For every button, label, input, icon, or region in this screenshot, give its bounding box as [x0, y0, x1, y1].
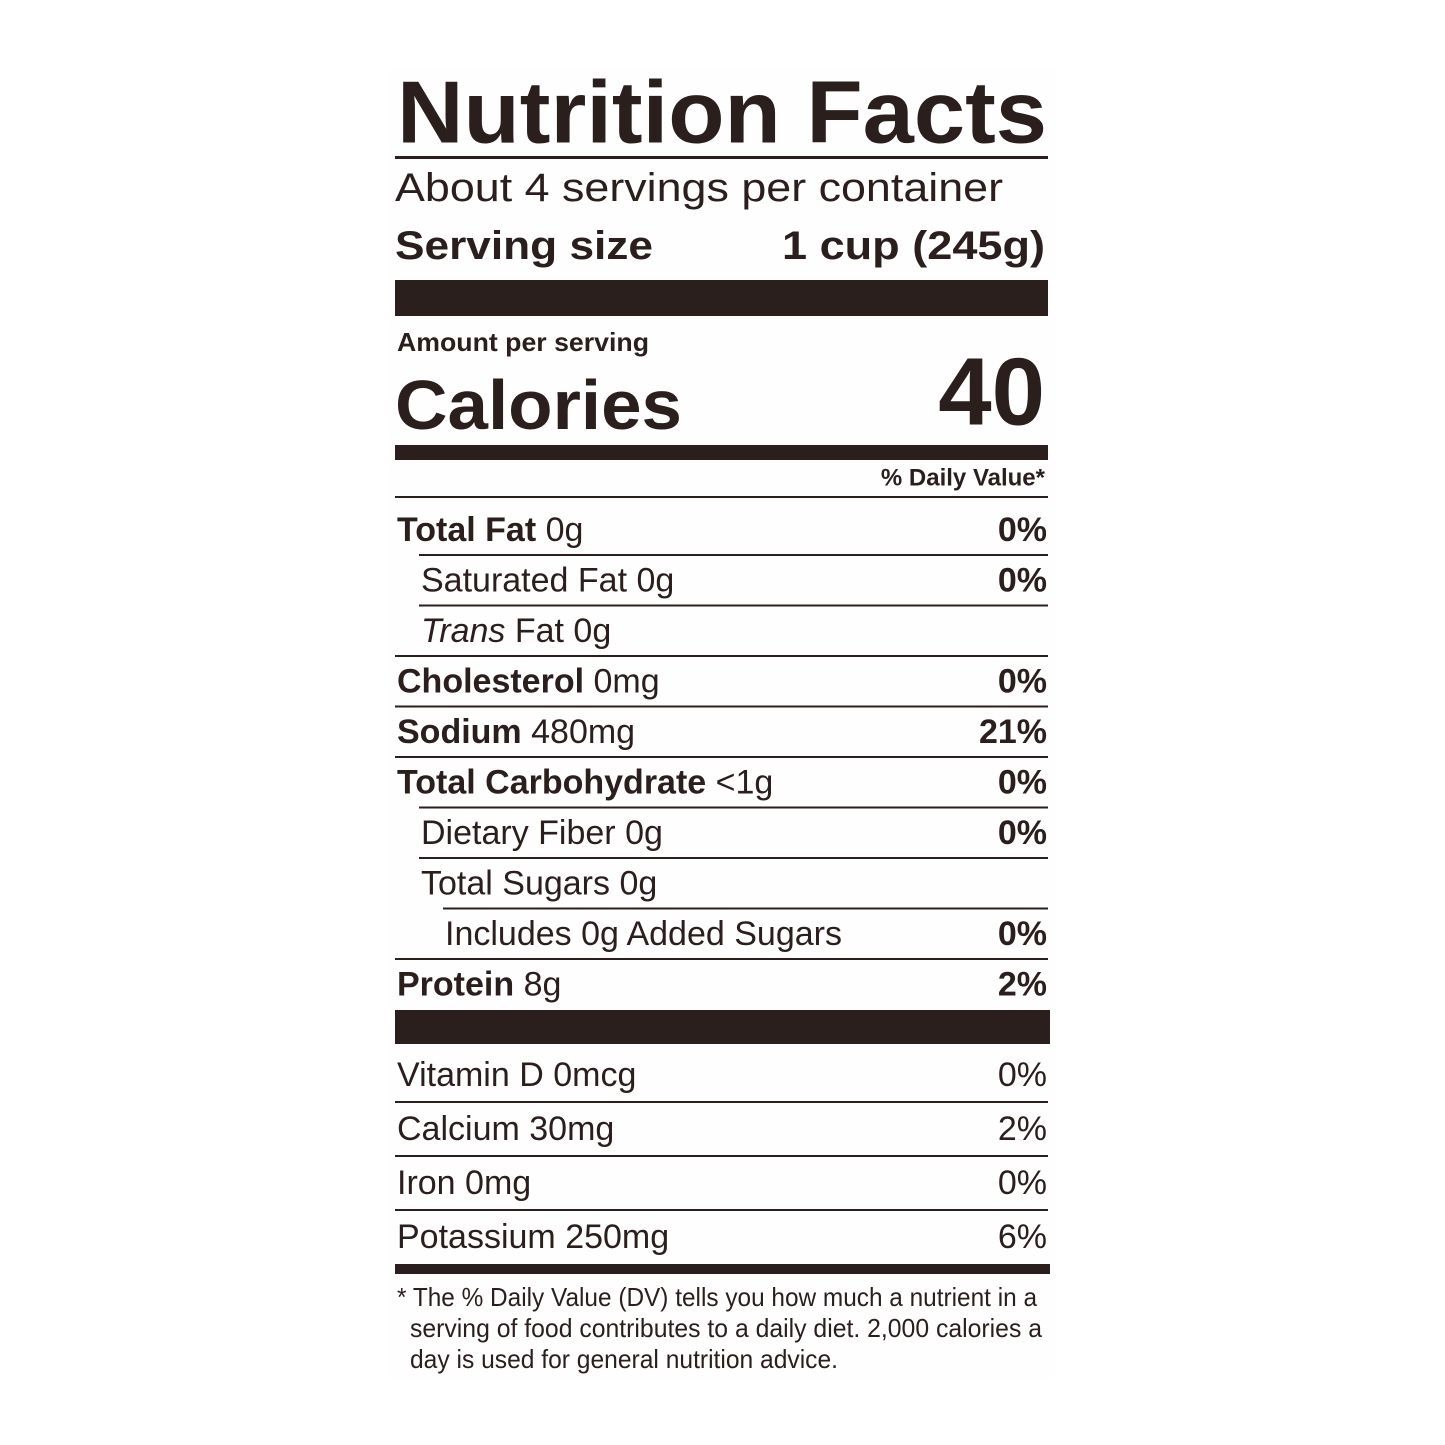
- thick-bar: [395, 1010, 1050, 1044]
- title: Nutrition Facts: [397, 63, 1047, 162]
- calories-label: Calories: [395, 366, 682, 444]
- rule: [395, 705, 1048, 708]
- rule: [395, 1209, 1048, 1211]
- footnote-line: day is used for general nutrition advice…: [410, 1344, 838, 1374]
- rule: [395, 958, 1048, 960]
- serving-size-label: Serving size: [395, 224, 653, 268]
- nutrient-name-italic: Trans: [421, 612, 505, 650]
- nutrient-row: Total Fat 0g: [397, 511, 583, 549]
- daily-value: 2%: [998, 966, 1047, 1004]
- thick-bar: [395, 280, 1048, 316]
- rule: [395, 1155, 1048, 1157]
- nutrient-row: Saturated Fat 0g: [421, 562, 674, 600]
- rule: [395, 655, 1048, 657]
- nutrient-amount: 0g: [625, 814, 663, 852]
- nutrient-amount: 0mg: [465, 1164, 531, 1202]
- nutrient-row: Trans Fat 0g: [421, 612, 611, 650]
- nutrient-name: Iron: [397, 1164, 456, 1202]
- nutrient-name: Cholesterol: [397, 663, 584, 701]
- amount-per-serving: Amount per serving: [397, 327, 649, 357]
- nutrient-name: Saturated Fat: [421, 562, 628, 600]
- daily-value: 0%: [998, 1056, 1047, 1094]
- nutrient-name: Dietary Fiber: [421, 814, 616, 852]
- nutrient-name: Fat: [515, 612, 565, 650]
- nutrient-amount: 250mg: [565, 1218, 669, 1256]
- nutrient-name: Calcium: [397, 1110, 520, 1148]
- nutrient-name: Total Carbohydrate: [397, 764, 706, 802]
- nutrient-row: Total Sugars 0g: [421, 865, 657, 903]
- calories-value: 40: [938, 339, 1045, 446]
- servings-per-container: About 4 servings per container: [395, 166, 1003, 210]
- rule: [395, 756, 1048, 758]
- nutrient-row: Cholesterol 0mg: [397, 663, 660, 701]
- nutrient-amount: 480mg: [531, 713, 635, 751]
- nutrient-row: Calcium 30mg: [397, 1110, 614, 1148]
- nutrient-row: Dietary Fiber 0g: [421, 814, 663, 852]
- daily-value: 0%: [998, 915, 1047, 953]
- nutrient-amount: 0g: [619, 865, 657, 903]
- daily-value: 2%: [998, 1110, 1047, 1148]
- nutrient-row: Potassium 250mg: [397, 1218, 669, 1256]
- nutrient-amount: 0g: [636, 562, 674, 600]
- rule: [419, 806, 1048, 809]
- daily-value: 0%: [998, 1164, 1047, 1202]
- daily-value: 0%: [998, 511, 1047, 549]
- daily-value: 0%: [998, 663, 1047, 701]
- nutrient-row: Protein 8g: [397, 966, 561, 1004]
- nutrient-amount: 0g: [573, 612, 611, 650]
- medium-bar: [395, 1264, 1050, 1274]
- nutrient-amount: 0mcg: [553, 1056, 636, 1094]
- rule: [419, 857, 1048, 859]
- nutrient-row: Iron 0mg: [397, 1164, 531, 1202]
- rule: [419, 554, 1048, 556]
- daily-value: 21%: [979, 713, 1047, 751]
- nutrient-name: Vitamin D: [397, 1056, 544, 1094]
- nutrient-name: Protein: [397, 966, 514, 1004]
- nutrient-amount: 0g: [546, 511, 584, 549]
- serving-size-value: 1 cup (245g): [782, 224, 1045, 268]
- nutrient-row: Total Carbohydrate <1g: [397, 764, 773, 802]
- rule: [395, 496, 1048, 498]
- daily-value: 6%: [998, 1218, 1047, 1256]
- nutrient-name: Total Sugars: [421, 865, 610, 903]
- nutrient-amount: 0mg: [594, 663, 660, 701]
- rule: [395, 1101, 1048, 1103]
- daily-value: 0%: [998, 814, 1047, 852]
- rule: [443, 907, 1048, 910]
- daily-value: 0%: [998, 764, 1047, 802]
- daily-value-header: % Daily Value*: [881, 465, 1046, 492]
- nutrient-name: Total Fat: [397, 511, 536, 549]
- nutrient-row: Sodium 480mg: [397, 713, 635, 751]
- footnote-line: serving of food contributes to a daily d…: [410, 1313, 1043, 1343]
- nutrient-amount: <1g: [716, 764, 774, 802]
- nutrient-name: Sodium: [397, 713, 522, 751]
- nutrient-amount: 30mg: [529, 1110, 614, 1148]
- nutrient-row: Includes 0g Added Sugars: [445, 915, 842, 953]
- daily-value: 0%: [998, 562, 1047, 600]
- rule: [395, 156, 1048, 159]
- nutrient-text: Includes 0g Added Sugars: [445, 915, 842, 953]
- nutrient-amount: 8g: [524, 966, 562, 1004]
- nutrient-name: Potassium: [397, 1218, 556, 1256]
- nutrient-row: Vitamin D 0mcg: [397, 1056, 636, 1094]
- medium-bar: [395, 445, 1048, 460]
- nutrient-rows: Total Fat 0g 0% Saturated Fat 0g 0% Trans Fa…: [395, 511, 1048, 1374]
- rule: [419, 604, 1048, 607]
- footnote-line: * The % Daily Value (DV) tells you how m…: [397, 1282, 1038, 1312]
